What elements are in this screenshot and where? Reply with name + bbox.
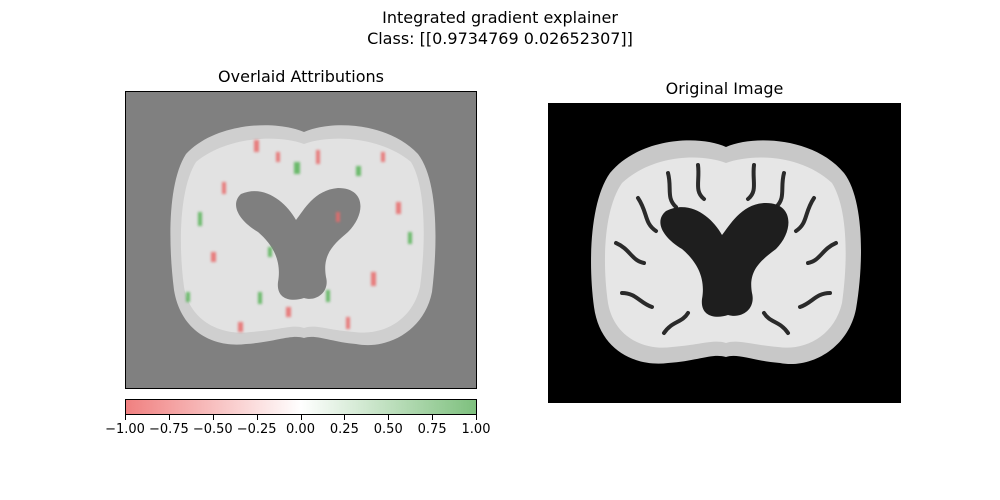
colorbar-tick — [344, 415, 346, 420]
colorbar-tick — [476, 415, 477, 420]
colorbar-tick — [300, 415, 302, 420]
colorbar — [125, 399, 477, 415]
original-panel-title: Original Image — [665, 79, 784, 98]
colorbar-tick-label: 0.25 — [329, 422, 359, 437]
colorbar-tick-label: 0.00 — [286, 422, 315, 437]
colorbar-tick — [212, 415, 214, 420]
colorbar-tick — [168, 415, 170, 420]
colorbar-tick-label: −0.50 — [192, 422, 233, 437]
overlay-panel-title: Overlaid Attributions — [218, 67, 384, 86]
colorbar-tick — [125, 415, 126, 420]
colorbar-tick-label: −1.00 — [105, 422, 145, 437]
colorbar-tick-label: 0.50 — [373, 422, 403, 437]
colorbar-tick-label: 1.00 — [461, 422, 491, 437]
class-probabilities: Class: [[0.9734769 0.02652307]] — [367, 29, 633, 48]
colorbar-tick — [256, 415, 258, 420]
original-mri-image — [548, 103, 901, 403]
overlaid-attributions-image — [125, 91, 477, 389]
figure-title: Integrated gradient explainer — [382, 8, 618, 27]
colorbar-tick-label: −0.25 — [236, 422, 277, 437]
colorbar-tick-label: 0.75 — [417, 422, 447, 437]
colorbar-tick — [432, 415, 434, 420]
colorbar-tick-label: −0.75 — [148, 422, 189, 437]
colorbar-tick — [388, 415, 390, 420]
